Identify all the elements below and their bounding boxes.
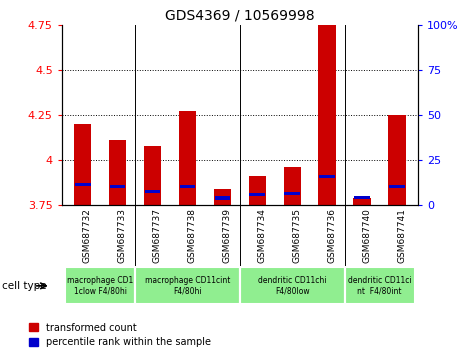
Bar [319, 175, 335, 178]
Text: GSM687741: GSM687741 [397, 208, 406, 263]
Bar [285, 192, 300, 195]
Bar [145, 190, 161, 193]
Text: GSM687737: GSM687737 [152, 208, 162, 263]
Text: GSM687736: GSM687736 [327, 208, 336, 263]
Text: macrophage CD1
1clow F4/80hi: macrophage CD1 1clow F4/80hi [67, 276, 133, 296]
Text: GSM687739: GSM687739 [222, 208, 231, 263]
Text: dendritic CD11ci
nt  F4/80int: dendritic CD11ci nt F4/80int [348, 276, 411, 296]
Text: GSM687738: GSM687738 [188, 208, 197, 263]
Bar [135, 267, 240, 304]
Title: GDS4369 / 10569998: GDS4369 / 10569998 [165, 8, 314, 22]
Text: dendritic CD11chi
F4/80low: dendritic CD11chi F4/80low [258, 276, 326, 296]
Bar [215, 196, 230, 200]
Bar [318, 25, 336, 205]
Text: GSM687734: GSM687734 [257, 208, 266, 263]
Bar [353, 198, 371, 205]
Text: GSM687732: GSM687732 [83, 208, 92, 263]
Bar [249, 193, 265, 196]
Bar [110, 185, 125, 188]
Bar [389, 115, 406, 205]
Bar [75, 183, 91, 186]
Bar [109, 140, 126, 205]
Bar [284, 167, 301, 205]
Bar [248, 176, 266, 205]
Bar [179, 112, 196, 205]
Bar [214, 189, 231, 205]
Text: GSM687735: GSM687735 [292, 208, 301, 263]
Bar [180, 185, 195, 188]
Bar [389, 185, 405, 188]
Bar [144, 146, 162, 205]
Legend: transformed count, percentile rank within the sample: transformed count, percentile rank withi… [28, 322, 211, 347]
Bar [240, 267, 345, 304]
Text: cell type: cell type [2, 281, 47, 291]
Text: GSM687740: GSM687740 [362, 208, 371, 263]
Text: macrophage CD11cint
F4/80hi: macrophage CD11cint F4/80hi [145, 276, 230, 296]
Bar [74, 124, 91, 205]
Text: GSM687733: GSM687733 [118, 208, 127, 263]
Bar [65, 267, 135, 304]
Bar [345, 267, 415, 304]
Bar [354, 195, 370, 199]
